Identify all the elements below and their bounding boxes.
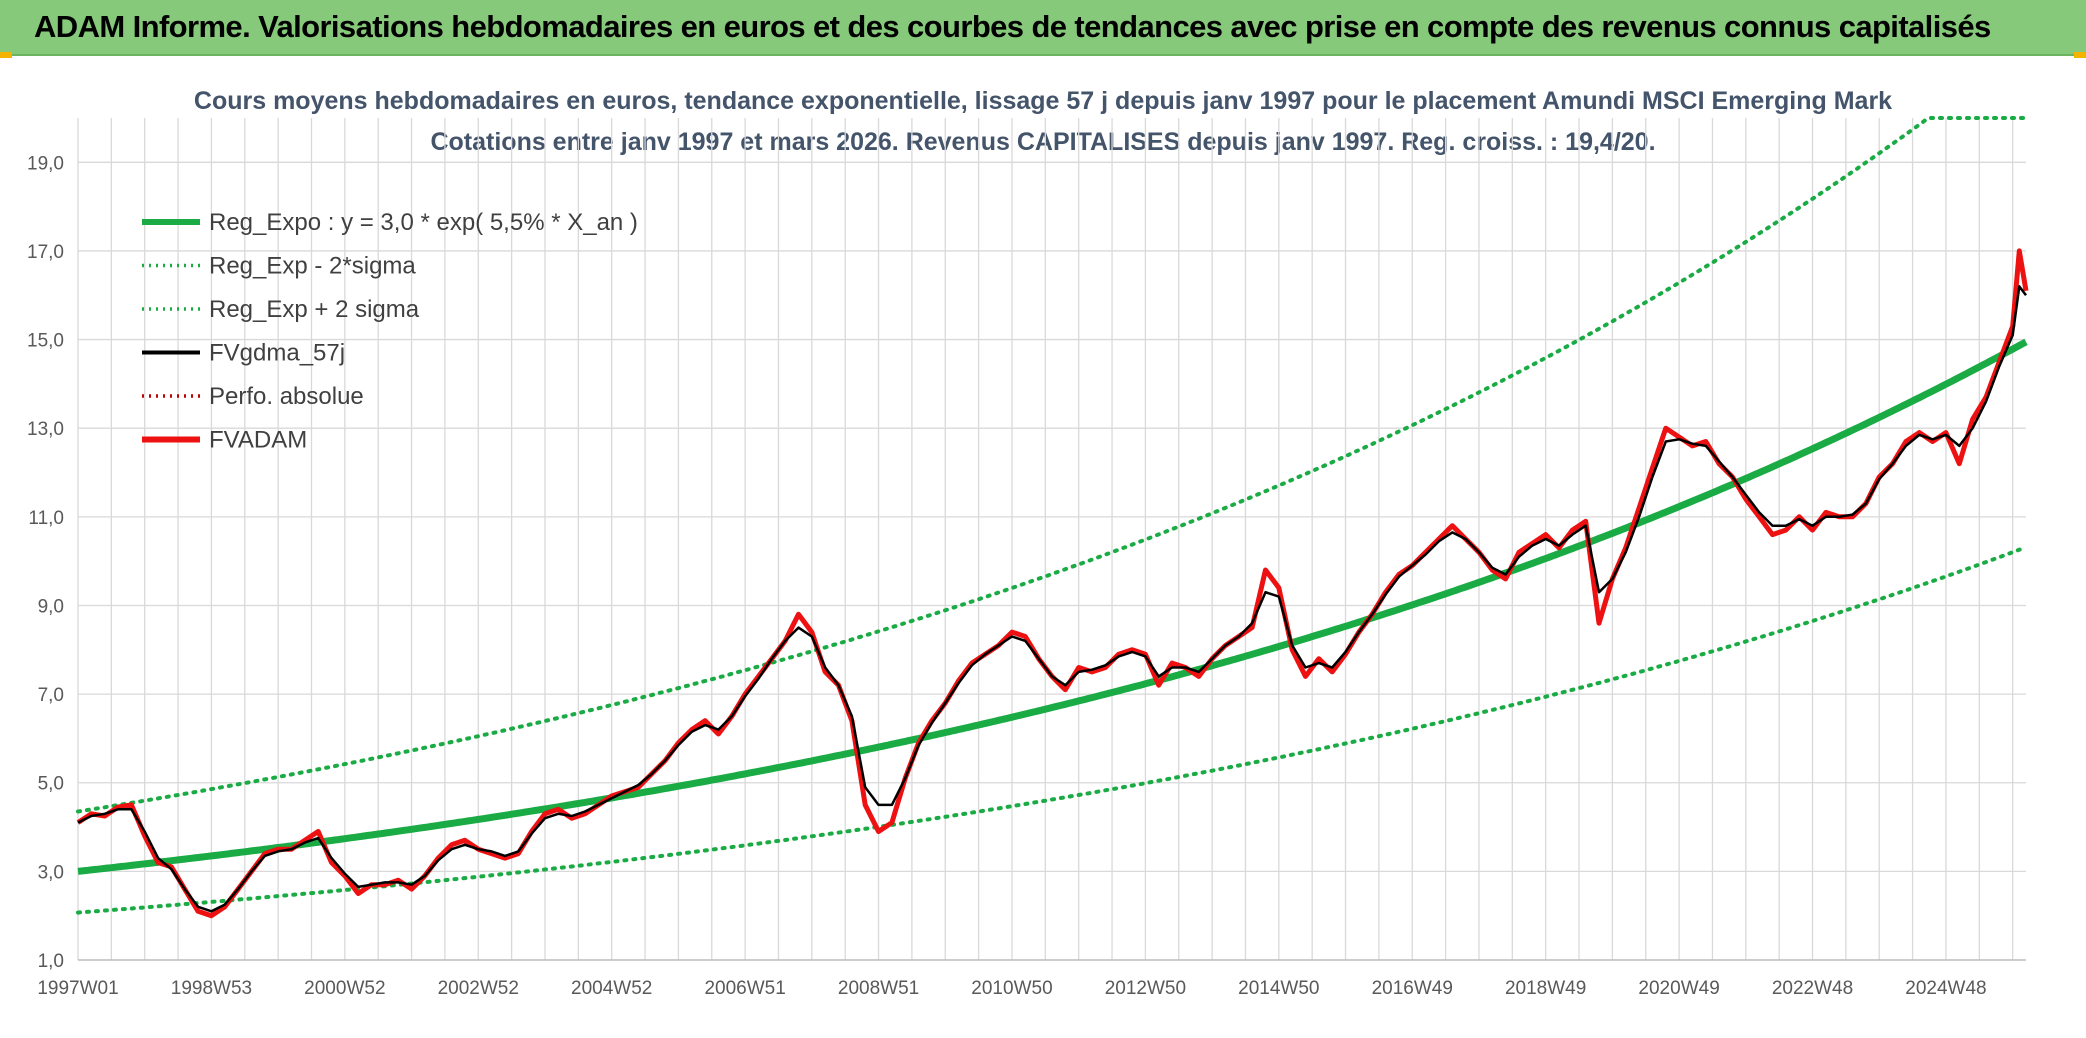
reg-expo-line xyxy=(77,338,2028,875)
chart: Cours moyens hebdomadaires en euros, ten… xyxy=(27,87,2029,999)
legend-label: Reg_Exp + 2 sigma xyxy=(209,296,420,323)
legend: Reg_Expo : y = 3,0 * exp( 5,5% * X_an ) R… xyxy=(142,209,638,454)
y-tick-label: 15,0 xyxy=(27,331,64,352)
x-tick-label: 2012W50 xyxy=(1105,978,1186,999)
x-tick-label: 2016W49 xyxy=(1372,978,1453,999)
chart-subtitle: Cotations entre janv 1997 et mars 2026. … xyxy=(430,128,1655,156)
legend-label: FVgdma_57j xyxy=(209,340,345,367)
y-tick-label: 13,0 xyxy=(27,419,64,440)
reg-exp-lower-line xyxy=(76,545,2028,915)
y-tick-label: 5,0 xyxy=(38,774,64,795)
x-tick-label: 2022W48 xyxy=(1772,978,1853,999)
x-tick-label: 1997W01 xyxy=(37,978,118,999)
grid xyxy=(77,118,2026,961)
fvgdma-line xyxy=(77,285,2027,913)
y-tick-label: 11,0 xyxy=(28,508,64,529)
legend-label: Perfo. absolue xyxy=(209,383,364,410)
x-tick-label: 2006W51 xyxy=(704,978,785,999)
x-tick-label: 2018W49 xyxy=(1505,978,1586,999)
legend-label: FVADAM xyxy=(209,427,307,454)
x-tick-label: 2024W48 xyxy=(1905,978,1986,999)
chart-title: Cours moyens hebdomadaires en euros, ten… xyxy=(194,87,1892,115)
x-tick-label: 2000W52 xyxy=(304,978,385,999)
y-axis: 1,0 3,0 5,0 7,0 9,0 11,0 13,0 15,0 17,0 19,0 xyxy=(27,153,64,972)
x-tick-label: 2014W50 xyxy=(1238,978,1319,999)
x-tick-label: 2010W50 xyxy=(971,978,1052,999)
legend-label: Reg_Expo : y = 3,0 * exp( 5,5% * X_an ) xyxy=(209,209,638,236)
report-banner: ADAM Informe. Valorisations hebdomadaire… xyxy=(0,0,2086,56)
x-tick-label: 2020W49 xyxy=(1638,978,1719,999)
x-tick-label: 2004W52 xyxy=(571,978,652,999)
corner-accent-right xyxy=(2074,52,2086,58)
y-tick-label: 19,0 xyxy=(27,153,64,174)
report-title: ADAM Informe. Valorisations hebdomadaire… xyxy=(34,9,1991,44)
y-tick-label: 7,0 xyxy=(38,685,64,706)
x-tick-label: 1998W53 xyxy=(171,978,252,999)
fvadam-line xyxy=(76,248,2029,919)
plot-area xyxy=(76,116,2029,919)
x-tick-label: 2002W52 xyxy=(438,978,519,999)
y-tick-label: 1,0 xyxy=(38,951,64,972)
x-axis: 1997W01 1998W53 2000W52 2002W52 2004W52 2006W… xyxy=(37,978,1986,999)
x-tick-label: 2008W51 xyxy=(838,978,919,999)
reg-exp-upper-line xyxy=(76,116,2028,814)
y-tick-label: 17,0 xyxy=(27,242,64,263)
legend-label: Reg_Exp - 2*sigma xyxy=(209,253,416,280)
corner-accent-left xyxy=(0,52,12,58)
y-tick-label: 9,0 xyxy=(38,596,64,617)
y-tick-label: 3,0 xyxy=(38,862,64,883)
